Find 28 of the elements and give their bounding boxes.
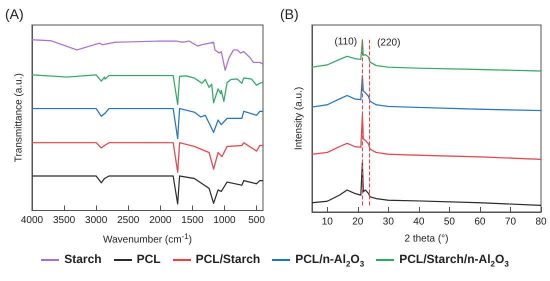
x-axis-title: 2 theta (°) xyxy=(404,234,449,244)
y-axis-title: Transmittance (a.u.) xyxy=(14,73,24,162)
x-tick-label: 20 xyxy=(352,216,364,228)
legend-label: PCL/Starch xyxy=(196,252,260,266)
x-tick-label: 80 xyxy=(535,216,547,228)
x-tick-label: 4000 xyxy=(20,215,44,226)
x-tick-label: 2500 xyxy=(117,215,140,226)
x-tick-label: 3500 xyxy=(52,215,76,226)
x-tick-label: 2000 xyxy=(149,215,172,226)
legend-label: PCL/n-Al$_{2}$O$_{3}$ xyxy=(295,252,364,268)
x-tick-label: 3000 xyxy=(85,215,108,226)
x-tick-label: 1000 xyxy=(213,215,236,226)
y-axis-title: Intensity (a.u.) xyxy=(294,86,304,150)
legend-label: PCL xyxy=(136,252,161,266)
legend-label: PCL/Starch/n-Al$_{2}$O$_{3}$ xyxy=(399,252,509,268)
x-tick-label: 10 xyxy=(322,216,334,228)
x-tick-label: 60 xyxy=(474,216,486,228)
x-tick-label: 30 xyxy=(382,216,394,228)
x-tick-label: 40 xyxy=(413,216,425,228)
x-tick-label: 70 xyxy=(504,216,516,228)
x-tick-label: 500 xyxy=(248,215,266,226)
legend-label: Starch xyxy=(64,252,102,266)
x-tick-label: 1500 xyxy=(181,215,204,226)
annotation: (220) xyxy=(377,37,400,48)
chart-title: (A) xyxy=(5,6,24,22)
annotation: (110) xyxy=(334,36,358,48)
x-tick-label: 50 xyxy=(444,216,456,228)
chart-title: (B) xyxy=(280,6,299,22)
